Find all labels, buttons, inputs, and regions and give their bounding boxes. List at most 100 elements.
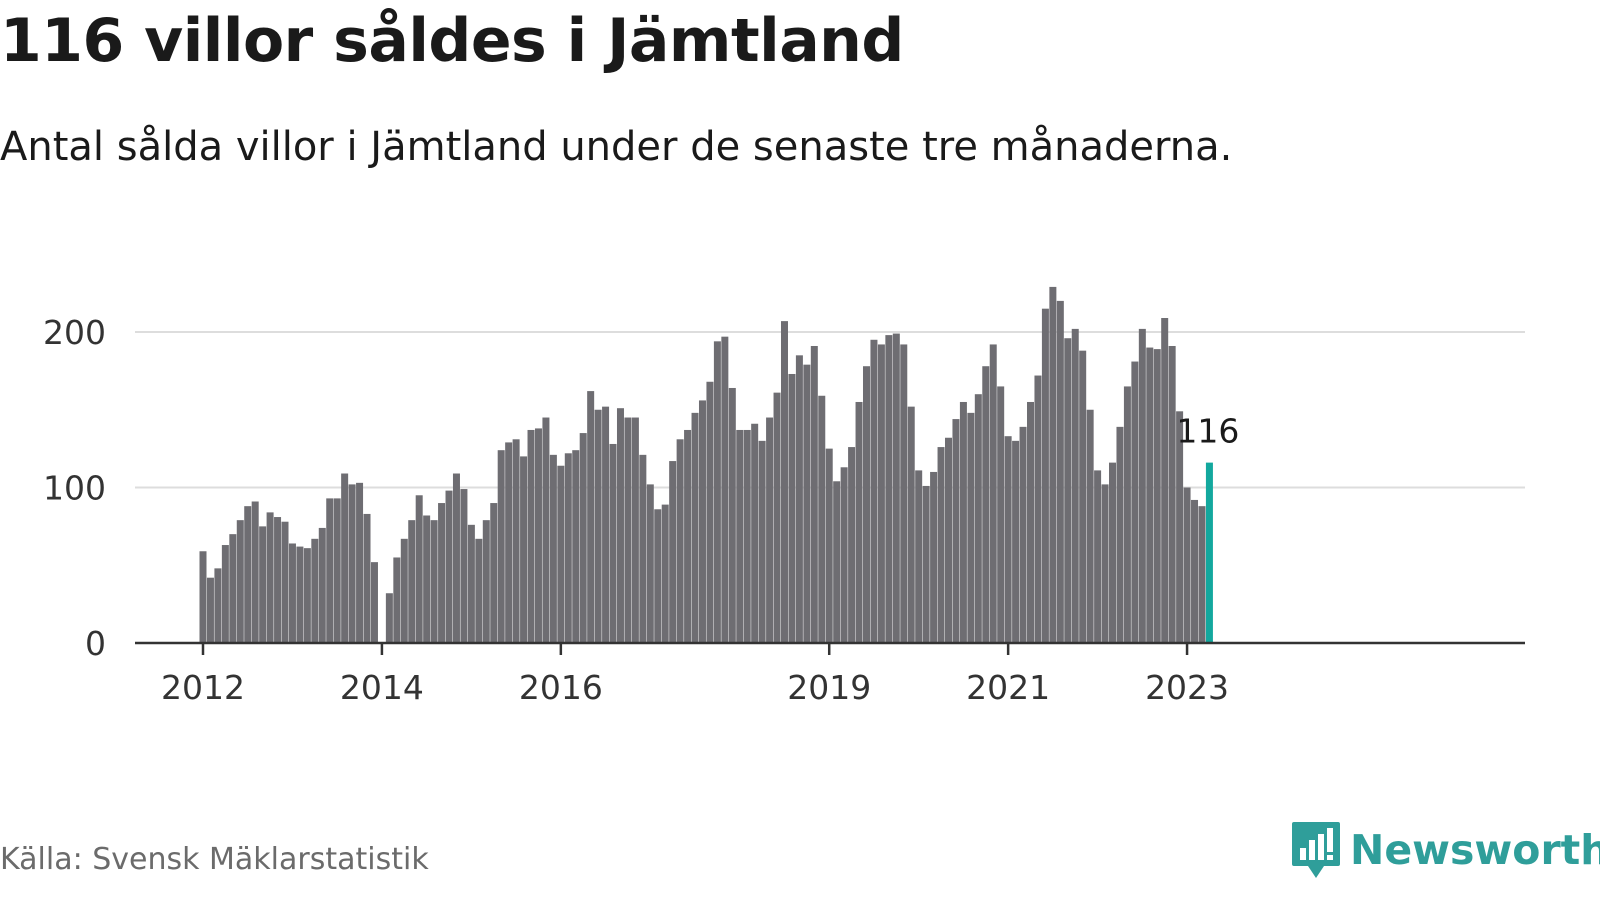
- bar: [967, 412, 975, 643]
- bar: [788, 373, 796, 643]
- bar: [713, 341, 721, 643]
- x-tick-label: 2014: [340, 668, 424, 707]
- bar: [1161, 318, 1169, 643]
- bar: [445, 490, 453, 643]
- bar: [542, 417, 550, 643]
- bar: [430, 520, 438, 643]
- bar: [602, 406, 610, 643]
- bar: [356, 482, 364, 643]
- bar: [497, 450, 505, 643]
- bar: [482, 520, 490, 643]
- bar-chart: 0 100 200 2012 2014 2016 2019 2021 2023 116: [43, 286, 1525, 707]
- bar: [549, 454, 557, 643]
- bar: [833, 481, 841, 643]
- y-tick-label: 100: [43, 469, 106, 508]
- bar: [1183, 487, 1191, 643]
- bar: [1049, 286, 1057, 643]
- bar: [363, 513, 371, 643]
- bar: [1198, 506, 1206, 643]
- bar: [1086, 409, 1094, 643]
- bar: [654, 509, 662, 643]
- bar: [1176, 411, 1184, 643]
- bar: [810, 345, 818, 643]
- bar: [199, 551, 207, 643]
- bar: [1101, 484, 1109, 643]
- brand-logo: Newsworthy: [1290, 820, 1600, 880]
- bar: [989, 344, 997, 643]
- bar: [1071, 328, 1079, 643]
- bar: [840, 467, 848, 643]
- bar: [691, 412, 699, 643]
- bar: [698, 400, 706, 643]
- bar: [557, 465, 565, 643]
- bar: [877, 344, 885, 643]
- bar: [646, 484, 654, 643]
- bars: [199, 286, 1213, 643]
- bar: [616, 408, 624, 643]
- bar: [870, 339, 878, 643]
- bar: [892, 333, 900, 643]
- bar: [505, 442, 513, 643]
- bar: [475, 538, 483, 643]
- bar: [266, 512, 274, 643]
- bar: [1153, 349, 1161, 643]
- bar: [467, 524, 475, 643]
- bar: [1056, 300, 1064, 643]
- bar: [915, 470, 923, 643]
- bar: [1019, 426, 1027, 643]
- bar: [1191, 499, 1199, 643]
- bar: [952, 419, 960, 643]
- bar: [937, 447, 945, 643]
- bar: [393, 557, 401, 643]
- source-note: Källa: Svensk Mäklarstatistik: [0, 842, 429, 877]
- x-tick-label: 2023: [1145, 668, 1229, 707]
- bar: [251, 501, 259, 643]
- bar: [229, 534, 237, 643]
- bar: [594, 409, 602, 643]
- bar: [303, 548, 311, 643]
- newsworthy-logo-icon: [1292, 822, 1340, 878]
- bar: [848, 447, 856, 643]
- bar: [639, 454, 647, 643]
- bar: [676, 439, 684, 643]
- bar: [259, 526, 267, 643]
- bar: [751, 423, 759, 643]
- bar: [885, 335, 893, 643]
- bar: [452, 473, 460, 643]
- bar: [564, 453, 572, 643]
- bar: [743, 429, 751, 643]
- bar: [385, 593, 393, 643]
- bar: [579, 433, 587, 643]
- bar: [945, 437, 952, 643]
- bar: [773, 392, 781, 643]
- bar: [221, 545, 229, 643]
- bar: [1116, 426, 1124, 643]
- bar: [1034, 375, 1042, 643]
- bar: [997, 386, 1005, 643]
- bar: [214, 568, 222, 643]
- bar: [609, 443, 617, 643]
- bar: [527, 429, 535, 643]
- x-tick-label: 2019: [787, 668, 871, 707]
- bar: [1146, 347, 1154, 643]
- bar: [1131, 361, 1139, 643]
- bar: [1079, 350, 1087, 643]
- bar: [1041, 308, 1049, 643]
- bar: [400, 538, 408, 643]
- x-tick-label: 2012: [161, 668, 245, 707]
- bar: [706, 381, 714, 643]
- bar: [288, 543, 296, 643]
- x-tick-label: 2016: [519, 668, 603, 707]
- bar: [631, 417, 639, 643]
- bar: [982, 366, 990, 643]
- y-tick-label: 0: [85, 624, 106, 663]
- bar: [490, 503, 498, 643]
- bar: [460, 489, 468, 643]
- bar: [825, 448, 833, 643]
- bar: [1168, 345, 1176, 643]
- bar: [721, 336, 729, 643]
- chart-subtitle: Antal sålda villor i Jämtland under de s…: [0, 124, 1233, 170]
- bar: [818, 395, 826, 643]
- bar: [862, 366, 870, 643]
- bar: [803, 364, 811, 643]
